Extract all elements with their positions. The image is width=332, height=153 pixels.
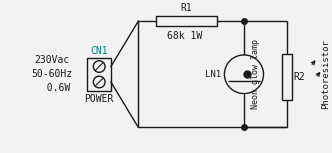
Text: POWER: POWER (85, 94, 114, 104)
Text: 68k 1W: 68k 1W (167, 31, 202, 41)
Text: Neon glow lamp: Neon glow lamp (251, 39, 260, 109)
Text: CN1: CN1 (90, 46, 108, 56)
Circle shape (93, 76, 105, 88)
Text: R1: R1 (180, 3, 192, 13)
Text: LN1: LN1 (205, 70, 221, 79)
Circle shape (224, 55, 264, 94)
Bar (156, 16, 216, 26)
Bar (87, 58, 111, 91)
Text: Photoresistor: Photoresistor (322, 39, 331, 109)
Text: R2: R2 (294, 72, 305, 82)
Bar (282, 54, 292, 100)
Text: 230Vac
50-60Hz
  0.6W: 230Vac 50-60Hz 0.6W (32, 55, 73, 93)
Circle shape (93, 61, 105, 72)
